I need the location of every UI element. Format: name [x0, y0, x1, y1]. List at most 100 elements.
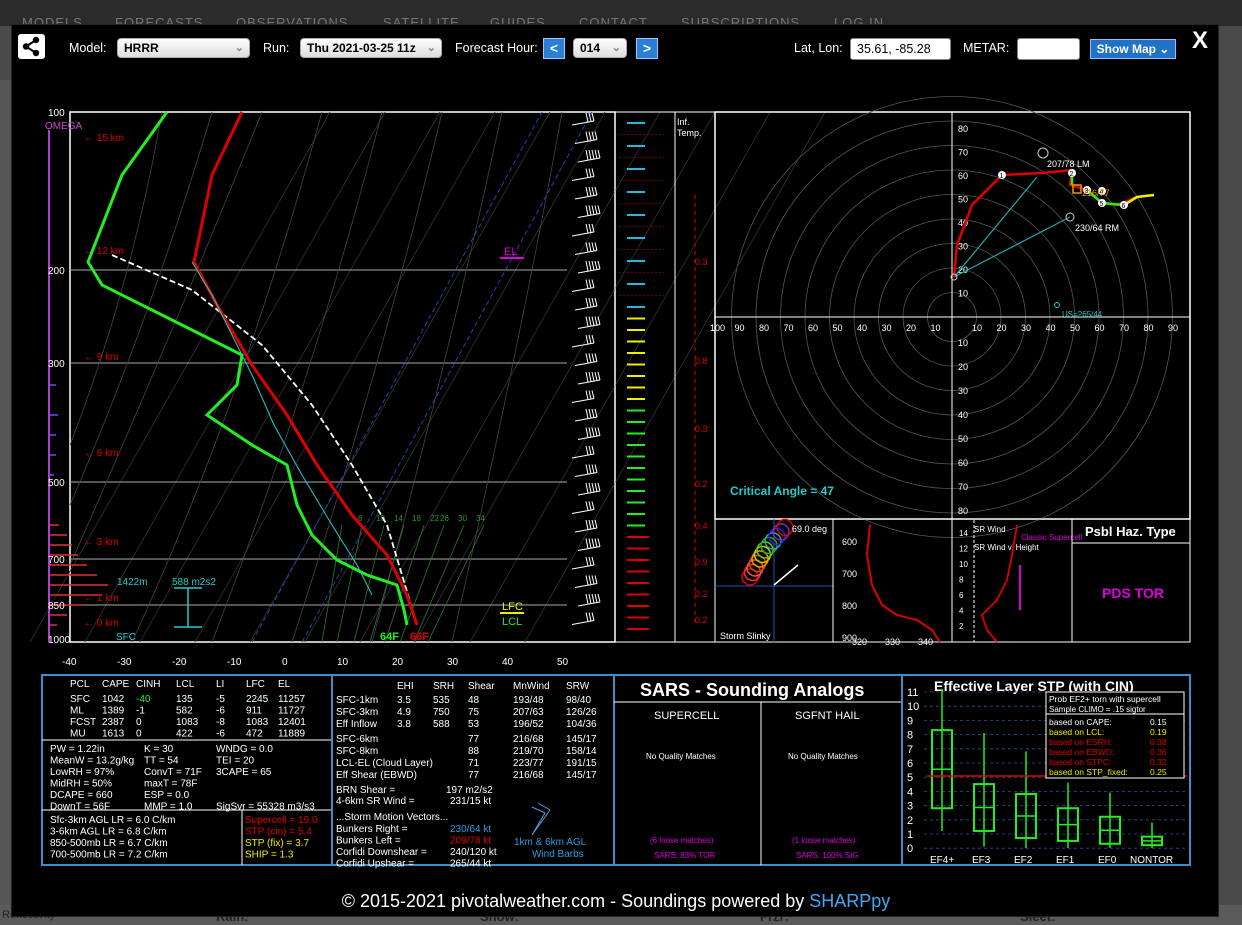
hodo-km-marker — [1098, 199, 1106, 207]
wind-barb-flag — [597, 593, 601, 603]
hazard-title: Psbl Haz. Type — [1085, 524, 1176, 539]
wind-barb — [571, 398, 595, 403]
dry-adiabats — [69, 111, 563, 643]
temp-tick-label: 10 — [337, 657, 349, 668]
wind-barb-flag — [591, 279, 595, 288]
composite-index: Supercell = 19.0 — [245, 815, 318, 826]
pressure-label: 300 — [48, 359, 65, 370]
wind-barb-flag — [591, 297, 595, 307]
parcel-cell: 1083 — [246, 717, 269, 728]
hodo-ring-label: 60 — [958, 171, 968, 181]
parcel-cell: 12401 — [278, 717, 306, 728]
wind-barb-flag — [591, 260, 595, 271]
wind-barb-flag — [585, 242, 589, 253]
hodo-axis-label: 10 — [972, 323, 982, 333]
hodo-ring-label: 40 — [958, 218, 968, 228]
wind-barb-flag — [585, 371, 589, 383]
hodo-km-marker — [1083, 186, 1091, 194]
wind-barb-flag — [591, 556, 595, 566]
wind-barb-flag — [585, 501, 589, 511]
inferred-value: 0.3 — [695, 424, 708, 434]
wind-barb-flag — [594, 297, 598, 307]
wind-barb-flag — [594, 316, 598, 326]
hodo-ring-label: 80 — [958, 124, 968, 134]
sharppy-link[interactable]: SHARPpy — [809, 891, 891, 911]
next-hour-button[interactable]: > — [636, 38, 658, 59]
kin-cell: 4.9 — [397, 707, 411, 718]
wind-barb-flag — [585, 464, 589, 475]
latlon-input[interactable] — [850, 38, 951, 60]
sars-no-match-1: No Quality Matches — [646, 752, 716, 761]
hodo-km-label: 1 — [1000, 173, 1004, 180]
hodo-axis-label: 10 — [931, 323, 941, 333]
wind-barb-flag — [591, 464, 595, 474]
close-button[interactable]: X — [1192, 27, 1209, 54]
hodo-ring-label: 60 — [958, 458, 968, 468]
run-select[interactable]: Thu 2021-03-25 11z ⌄ — [300, 38, 442, 58]
srwind-title: SR Wind v. Height — [974, 543, 1040, 552]
wind-barb — [571, 453, 595, 459]
hodo-axis-label: 60 — [808, 323, 818, 333]
stp-prob-label: based on EBWD: — [1049, 747, 1114, 757]
wind-barb — [574, 361, 598, 366]
wind-barb — [571, 342, 595, 348]
lm-marker — [1037, 147, 1049, 159]
composite-index: SHIP = 1.3 — [245, 850, 294, 861]
forecast-hour-select[interactable]: 014 ⌄ — [573, 38, 627, 58]
hodograph-km-markers: 1 2 3 4 5 6 — [950, 169, 1128, 281]
kin-cell: 53 — [468, 719, 480, 730]
kin-header: SRH — [433, 681, 454, 692]
stp-y-label: 0 — [907, 843, 913, 855]
brn-label: BRN Shear = — [336, 785, 395, 796]
wind-barb-flag — [585, 297, 589, 308]
parcel-header: LFC — [246, 679, 265, 690]
parcel-cell: -8 — [216, 717, 225, 728]
metar-input[interactable] — [1017, 38, 1080, 60]
wind-barb — [577, 546, 601, 551]
wind-barb-flag — [588, 612, 592, 622]
slinky-label: Storm Slinky — [720, 631, 771, 641]
hodo-ring-label: 30 — [958, 386, 968, 396]
wind-barb — [577, 213, 601, 218]
parcel-cell: -40 — [136, 694, 151, 705]
stp-prob-label: based on STP_fixed: — [1049, 767, 1128, 777]
theta-e-trace — [865, 524, 941, 643]
temp-tick-label: 40 — [502, 657, 514, 668]
sfc-label: SFC — [116, 632, 136, 643]
hodograph-panel: 80 70 60 50 40 30 20 10 10 20 30 40 50 60 70 80 100 90 80 7… — [710, 96, 1191, 538]
sars-hail-pct: SARS: 100% SIG — [796, 851, 859, 860]
hodo-axis-label: 70 — [1119, 323, 1129, 333]
wind-barb-flag — [591, 186, 595, 196]
chevron-down-icon: ⌄ — [234, 42, 244, 54]
kin-row-label: LCL-EL (Cloud Layer) — [336, 758, 433, 769]
wind-barb-flag — [591, 242, 595, 252]
model-select[interactable]: HRRR ⌄ — [117, 38, 250, 58]
wind-barb-flag — [585, 205, 589, 216]
wind-barb-flag — [588, 149, 592, 160]
wind-barb-flag — [585, 186, 589, 197]
parcel-cell: 582 — [176, 706, 193, 717]
chevron-down-icon: ⌄ — [426, 42, 436, 54]
stp-prob-value: 0.36 — [1150, 747, 1167, 757]
wind-barb-flag — [585, 575, 589, 586]
wind-barb — [574, 305, 598, 311]
sounding-plot: 6 10 14 18 22 26 30 34 OMEGA 100200300500700850… — [29, 96, 1191, 870]
wind-barb — [577, 490, 601, 496]
slinky-circles — [741, 518, 794, 586]
hazard-panel: Psbl Haz. Type PDS TOR — [1071, 518, 1191, 643]
height-label: ← 6 km — [84, 448, 118, 459]
share-button[interactable] — [18, 34, 45, 59]
metar-label: METAR: — [963, 41, 1010, 55]
show-map-button[interactable]: Show Map ⌄ — [1090, 39, 1176, 59]
parcel-cell: 2387 — [102, 717, 125, 728]
pressure-label: 200 — [48, 266, 65, 277]
prev-hour-button[interactable]: < — [543, 38, 565, 59]
thermo-cell: MMP = 1.0 — [144, 802, 193, 813]
stp-prob-label: based on CAPE: — [1049, 717, 1112, 727]
wind-barb-flag — [585, 112, 589, 123]
mixing-ratio-label: 22 — [430, 514, 439, 523]
wind-barb-flag — [594, 371, 598, 381]
thermo-cell: K = 30 — [144, 744, 174, 755]
wind-barb-flag — [591, 168, 595, 177]
hodo-axis-label: 50 — [1070, 323, 1080, 333]
